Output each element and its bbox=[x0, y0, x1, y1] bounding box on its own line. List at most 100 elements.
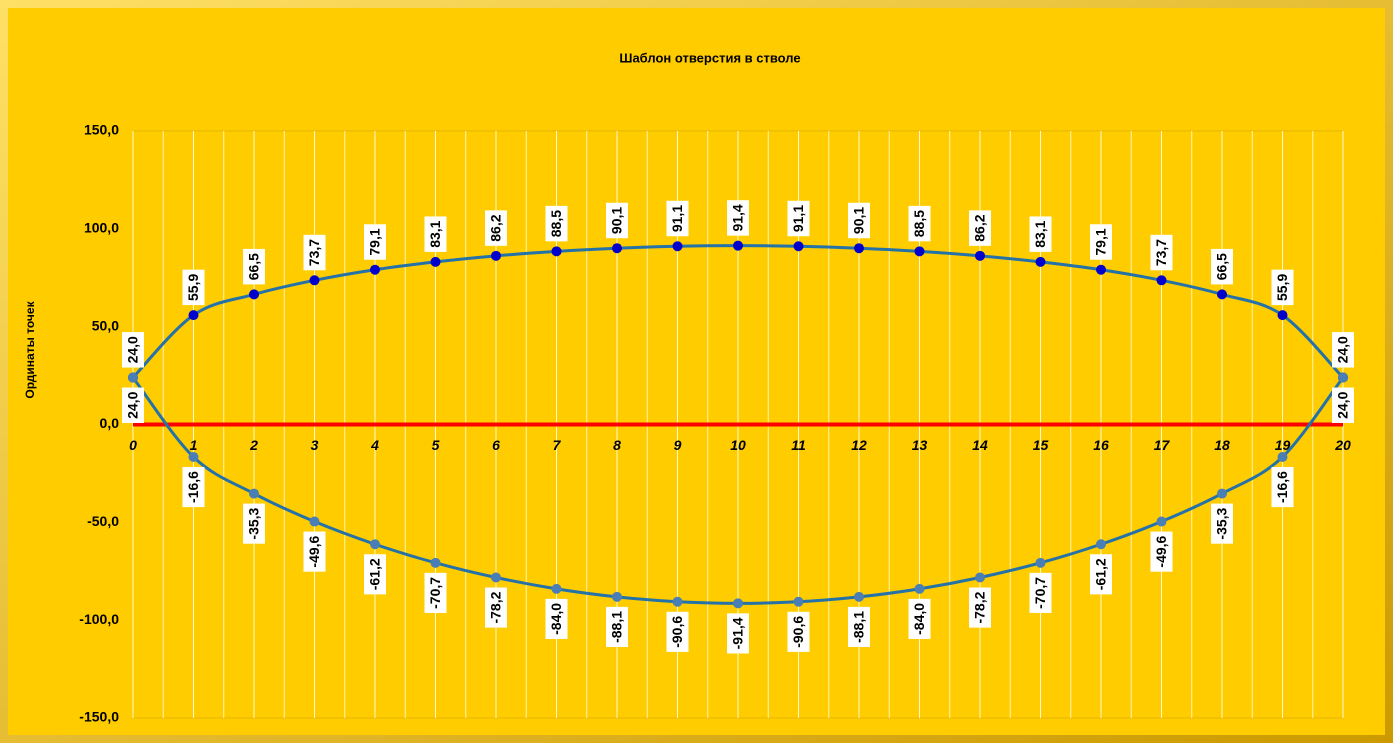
x-tick-label: 3 bbox=[311, 437, 319, 453]
data-label-box bbox=[1029, 572, 1052, 613]
data-label-text: 86,2 bbox=[488, 214, 504, 241]
data-label-text: -84,0 bbox=[548, 603, 564, 635]
data-label-box bbox=[606, 202, 628, 239]
data-label-box bbox=[787, 200, 810, 237]
data-point bbox=[672, 596, 683, 607]
x-tick-label: 20 bbox=[1334, 437, 1351, 453]
data-label-box bbox=[424, 572, 447, 613]
data-label: -16,6 bbox=[182, 466, 205, 508]
data-point bbox=[1035, 557, 1046, 568]
data-label-box bbox=[1332, 387, 1354, 424]
data-label: 55,9 bbox=[1271, 269, 1294, 306]
data-point bbox=[309, 516, 320, 527]
data-point bbox=[188, 310, 199, 321]
x-tick-label: 12 bbox=[851, 437, 867, 453]
data-point bbox=[551, 583, 562, 594]
data-label: -35,3 bbox=[1211, 503, 1233, 544]
data-point bbox=[914, 246, 925, 257]
data-label-text: 66,5 bbox=[1214, 253, 1230, 280]
data-label-text: 55,9 bbox=[185, 274, 201, 301]
data-label-text: 83,1 bbox=[1032, 220, 1048, 247]
data-label-text: 79,1 bbox=[1093, 228, 1109, 255]
y-tick-label: 50,0 bbox=[92, 317, 119, 333]
data-label: -90,6 bbox=[666, 611, 689, 652]
data-label-box bbox=[969, 587, 991, 628]
data-point bbox=[1035, 256, 1046, 267]
data-label: 90,1 bbox=[848, 202, 870, 239]
y-axis-label: Ординаты точек bbox=[23, 300, 37, 398]
data-label-text: 73,7 bbox=[1153, 239, 1169, 266]
data-label-box bbox=[1271, 466, 1294, 508]
data-point bbox=[1217, 488, 1227, 499]
data-label: 90,1 bbox=[606, 202, 628, 239]
data-label: 55,9 bbox=[182, 269, 205, 306]
data-label-box bbox=[122, 387, 144, 424]
data-point bbox=[1277, 310, 1288, 321]
x-tick-label: 16 bbox=[1093, 437, 1109, 453]
data-label: 24,0 bbox=[1332, 332, 1354, 368]
data-label: -84,0 bbox=[545, 598, 568, 639]
data-point bbox=[551, 246, 562, 257]
data-label: 66,5 bbox=[1211, 248, 1233, 285]
data-label-box bbox=[122, 332, 144, 368]
data-label: 24,0 bbox=[122, 387, 144, 424]
data-label-text: -16,6 bbox=[1274, 471, 1290, 503]
data-label: -88,1 bbox=[606, 606, 628, 648]
data-label: -35,3 bbox=[243, 503, 265, 544]
data-label-text: -88,1 bbox=[609, 611, 625, 643]
data-point bbox=[430, 256, 441, 267]
x-tick-label: 4 bbox=[370, 437, 379, 453]
data-label-box bbox=[1211, 248, 1233, 285]
data-label: 88,5 bbox=[908, 205, 931, 242]
data-label-box bbox=[1150, 234, 1173, 271]
data-point bbox=[672, 241, 683, 252]
x-tick-label: 9 bbox=[674, 437, 682, 453]
x-tick-label: 0 bbox=[129, 437, 137, 453]
data-label: -70,7 bbox=[1029, 572, 1052, 613]
data-label-box bbox=[848, 606, 870, 648]
x-tick-label: 8 bbox=[613, 437, 621, 453]
data-point bbox=[1277, 451, 1288, 462]
data-label-text: -90,6 bbox=[790, 616, 806, 648]
data-label: -70,7 bbox=[424, 572, 447, 613]
data-label-text: -70,7 bbox=[427, 577, 443, 609]
data-label: 24,0 bbox=[122, 332, 144, 368]
data-label-box bbox=[485, 210, 507, 246]
data-point bbox=[249, 289, 259, 300]
data-label-text: -61,2 bbox=[367, 558, 383, 590]
y-tick-label: -150,0 bbox=[79, 709, 119, 725]
data-label-text: -16,6 bbox=[185, 471, 201, 503]
data-label-box bbox=[908, 598, 931, 639]
data-point bbox=[1156, 275, 1167, 286]
data-label-box bbox=[243, 503, 265, 544]
data-label-box bbox=[1090, 554, 1112, 595]
x-tick-label: 7 bbox=[553, 437, 562, 453]
data-label-text: -90,6 bbox=[669, 616, 685, 648]
data-label-text: 90,1 bbox=[851, 207, 867, 234]
data-label-text: 83,1 bbox=[427, 220, 443, 247]
data-label-box bbox=[303, 234, 326, 271]
data-label-box bbox=[848, 202, 870, 239]
data-point bbox=[249, 488, 259, 499]
data-label: 91,4 bbox=[727, 200, 749, 236]
data-label-text: 55,9 bbox=[1274, 274, 1290, 301]
data-point bbox=[975, 572, 985, 583]
data-label-text: 66,5 bbox=[246, 253, 262, 280]
data-label-box bbox=[182, 269, 205, 306]
data-label: 83,1 bbox=[424, 216, 447, 252]
x-tick-label: 14 bbox=[972, 437, 988, 453]
data-label: -61,2 bbox=[364, 554, 386, 595]
data-label: -78,2 bbox=[969, 587, 991, 628]
y-tick-label: 100,0 bbox=[84, 220, 119, 236]
data-label-text: 86,2 bbox=[972, 214, 988, 241]
data-point bbox=[128, 372, 138, 383]
data-label: -49,6 bbox=[1150, 531, 1173, 572]
data-label-text: -49,6 bbox=[306, 535, 322, 567]
data-label-box bbox=[1150, 531, 1173, 572]
data-label-box bbox=[182, 466, 205, 508]
data-point bbox=[733, 240, 743, 251]
data-point bbox=[188, 451, 199, 462]
data-label-text: -91,4 bbox=[730, 617, 746, 649]
data-label: -91,4 bbox=[727, 613, 749, 654]
data-label-text: 88,5 bbox=[548, 210, 564, 237]
